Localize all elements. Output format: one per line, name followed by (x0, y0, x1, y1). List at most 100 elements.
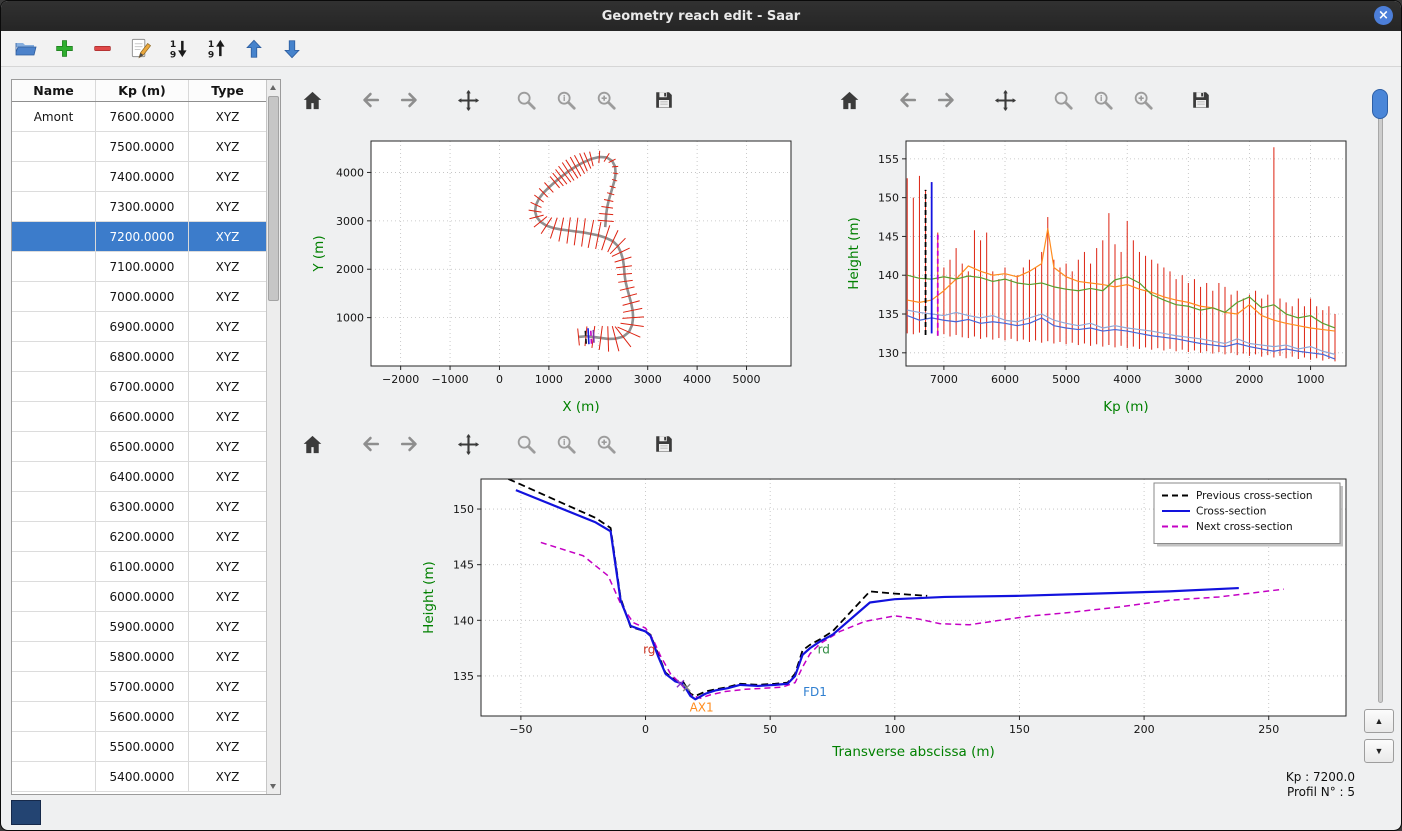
cell-kp: 7500.0000 (96, 132, 189, 161)
save-button[interactable] (650, 430, 678, 458)
table-row[interactable]: 7500.0000 XYZ (12, 132, 266, 162)
table-row[interactable]: 5600.0000 XYZ (12, 702, 266, 732)
table-row[interactable]: 6700.0000 XYZ (12, 372, 266, 402)
customize-button[interactable] (592, 86, 620, 114)
customize-button[interactable] (592, 430, 620, 458)
table-row[interactable]: 5700.0000 XYZ (12, 672, 266, 702)
table-row[interactable]: 5400.0000 XYZ (12, 762, 266, 792)
table-row[interactable]: 5500.0000 XYZ (12, 732, 266, 762)
save-button[interactable] (650, 86, 678, 114)
profile-slider-thumb[interactable] (1372, 89, 1388, 119)
table-row[interactable]: 6400.0000 XYZ (12, 462, 266, 492)
svg-text:3000: 3000 (1174, 373, 1202, 386)
table-row[interactable]: 6500.0000 XYZ (12, 432, 266, 462)
home-button[interactable] (298, 86, 326, 114)
pan-button[interactable] (991, 86, 1019, 114)
home-button[interactable] (298, 430, 326, 458)
save-button[interactable] (1187, 86, 1215, 114)
profile-slider-track[interactable] (1378, 89, 1383, 703)
col-header-kp[interactable]: Kp (m) (96, 80, 189, 101)
table-row[interactable]: 7100.0000 XYZ (12, 252, 266, 282)
cell-type: XYZ (215, 589, 240, 604)
back-button[interactable] (356, 86, 384, 114)
table-row[interactable]: 7300.0000 XYZ (12, 192, 266, 222)
table-row[interactable]: 6100.0000 XYZ (12, 552, 266, 582)
cell-name (12, 132, 96, 161)
cell-type: XYZ (215, 169, 240, 184)
col-header-name[interactable]: Name (12, 80, 96, 101)
svg-text:4000: 4000 (336, 166, 364, 179)
plan-view-plot[interactable]: −2000 −1000 0 1000 2000 3000 4000 5000 1000 2000 3… (288, 116, 821, 421)
zoom-button[interactable] (512, 430, 540, 458)
subplots-button[interactable]: i (1089, 86, 1117, 114)
cell-kp: 5800.0000 (96, 642, 189, 671)
cell-kp: 6100.0000 (96, 552, 189, 581)
table-row[interactable]: 5800.0000 XYZ (12, 642, 266, 672)
subplots-button[interactable]: i (552, 86, 580, 114)
profile-down-button[interactable]: ▼ (1364, 739, 1394, 763)
scroll-down-icon[interactable] (267, 780, 280, 793)
table-row[interactable]: 6800.0000 XYZ (12, 342, 266, 372)
svg-text:2000: 2000 (336, 263, 364, 276)
back-button[interactable] (356, 430, 384, 458)
cell-name (12, 702, 96, 731)
toolbar-separator (875, 100, 881, 101)
table-scrollbar-thumb[interactable] (268, 96, 279, 301)
pan-button[interactable] (454, 430, 482, 458)
back-button[interactable] (893, 86, 921, 114)
cell-kp: 6900.0000 (96, 312, 189, 341)
table-scrollbar[interactable] (266, 80, 280, 794)
table-row[interactable]: 7400.0000 XYZ (12, 162, 266, 192)
table-row[interactable]: 6000.0000 XYZ (12, 582, 266, 612)
table-row[interactable]: 7200.0000 XYZ (12, 222, 266, 252)
move-down-button[interactable] (277, 34, 307, 64)
svg-text:Height (m): Height (m) (846, 217, 862, 290)
table-row[interactable]: 5900.0000 XYZ (12, 612, 266, 642)
move-up-button[interactable] (239, 34, 269, 64)
table-row[interactable]: 6200.0000 XYZ (12, 522, 266, 552)
table-row[interactable]: 6900.0000 XYZ (12, 312, 266, 342)
cell-kp: 7300.0000 (96, 192, 189, 221)
cell-type: XYZ (215, 229, 240, 244)
table-row[interactable]: 7000.0000 XYZ (12, 282, 266, 312)
longitudinal-profile-plot[interactable]: 7000 6000 5000 4000 3000 2000 1000 130 135 140 145… (825, 116, 1361, 421)
table-row[interactable]: 6600.0000 XYZ (12, 402, 266, 432)
svg-text:Y (m): Y (m) (311, 235, 327, 272)
zoom-button[interactable] (512, 86, 540, 114)
titlebar[interactable]: Geometry reach edit - Saar × (1, 1, 1401, 31)
pan-button[interactable] (454, 86, 482, 114)
svg-text:i: i (1100, 94, 1103, 103)
toolbar-separator (494, 444, 500, 445)
zoom-button[interactable] (1049, 86, 1077, 114)
table-row[interactable]: Amont 7600.0000 XYZ (12, 102, 266, 132)
home-button[interactable] (835, 86, 863, 114)
edit-section-button[interactable] (125, 34, 155, 64)
cell-kp: 6000.0000 (96, 582, 189, 611)
forward-button[interactable] (933, 86, 961, 114)
forward-button[interactable] (396, 430, 424, 458)
forward-button[interactable] (396, 86, 424, 114)
cell-type: XYZ (215, 649, 240, 664)
cell-name (12, 672, 96, 701)
toolbar-separator (1169, 100, 1175, 101)
table-row[interactable]: 6300.0000 XYZ (12, 492, 266, 522)
customize-button[interactable] (1129, 86, 1157, 114)
col-header-type[interactable]: Type (211, 83, 244, 98)
cell-kp: 7400.0000 (96, 162, 189, 191)
profile-up-button[interactable]: ▲ (1364, 709, 1394, 733)
remove-section-button[interactable] (87, 34, 117, 64)
close-button[interactable]: × (1374, 6, 1393, 25)
svg-text:145: 145 (878, 230, 899, 243)
toolbar-separator (338, 100, 344, 101)
open-button[interactable] (11, 34, 41, 64)
add-section-button[interactable] (49, 34, 79, 64)
cross-section-plot[interactable]: rg rd AX1 FD1 −50 0 50 100 150 200 250 135 140 145 150… (288, 460, 1361, 766)
subplots-button[interactable]: i (552, 430, 580, 458)
scroll-up-icon[interactable] (267, 81, 280, 94)
svg-text:3000: 3000 (336, 215, 364, 228)
cell-kp: 7200.0000 (96, 222, 189, 251)
forward-icon (399, 433, 421, 455)
